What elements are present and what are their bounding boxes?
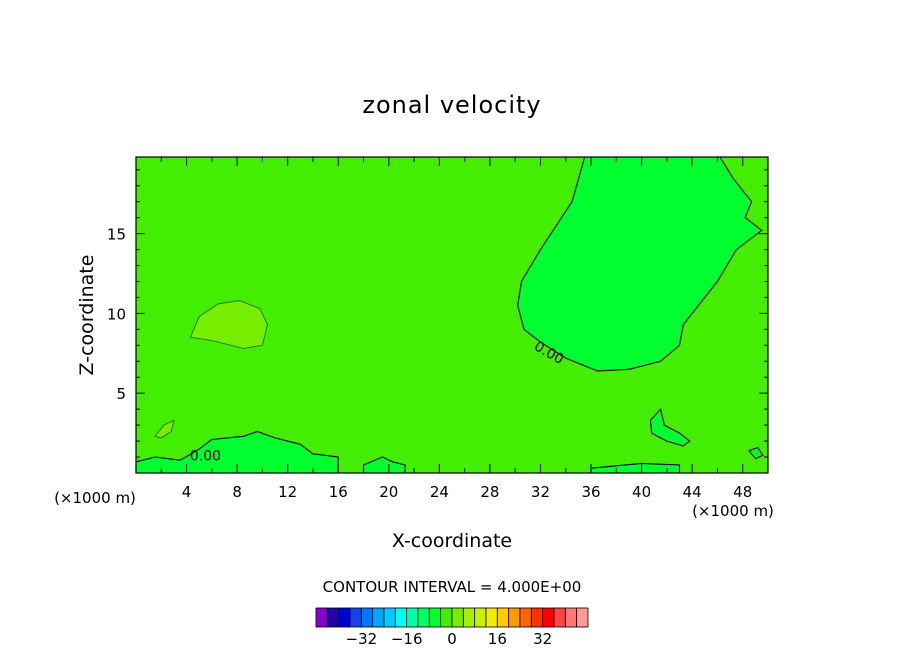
colorbar: −32 −16 0 16 32: [315, 607, 589, 648]
contour-interval-text: CONTOUR INTERVAL = 4.000E+00: [323, 578, 582, 596]
colorbar-tick-label: 16: [488, 630, 507, 648]
colorbar-swatch: [360, 607, 374, 628]
contour-region-positive-small-left: [154, 419, 175, 439]
colorbar-tick-label: −16: [391, 630, 423, 648]
x-tick-label: 32: [531, 483, 550, 501]
colorbar-swatch: [542, 607, 555, 628]
colorbar-swatch: [338, 607, 351, 628]
x-axis-label: X-coordinate: [392, 530, 512, 552]
colorbar-swatch: [576, 607, 589, 628]
contour-region-negative-speck-right: [748, 446, 764, 460]
colorbar-swatch: [451, 607, 464, 628]
colorbar-swatch: [508, 607, 521, 628]
colorbar-swatch: [530, 607, 544, 628]
contour-label: 0.00: [190, 448, 221, 464]
colorbar-swatch: [474, 607, 487, 628]
x-tick-label: 36: [581, 483, 600, 501]
x-tick-label: 12: [278, 483, 297, 501]
y-axis-label: Z-coordinate: [76, 255, 98, 376]
x-tick-label: 8: [232, 483, 242, 501]
colorbar-tick-label: 0: [447, 630, 457, 648]
x-tick-label: 48: [733, 483, 752, 501]
contour-region-negative-island-right: [649, 408, 691, 447]
x-tick-label: 40: [632, 483, 651, 501]
x-unit-note-right: (×1000 m): [692, 502, 774, 520]
colorbar-swatch: [440, 607, 453, 628]
colorbar-tick-label: −32: [346, 630, 378, 648]
colorbar-swatch: [406, 607, 419, 628]
x-tick-label: 20: [379, 483, 398, 501]
colorbar-swatch: [383, 607, 396, 628]
x-tick-label: 44: [683, 483, 702, 501]
colorbar-swatch: [519, 607, 532, 628]
colorbar-tick-label: 32: [533, 630, 552, 648]
colorbar-swatch: [372, 607, 385, 628]
colorbar-swatch: [428, 607, 442, 628]
contour-regions: [135, 156, 764, 474]
x-tick-label: 24: [430, 483, 449, 501]
x-tick-label: 28: [480, 483, 499, 501]
colorbar-swatch: [462, 607, 476, 628]
colorbar-swatch: [564, 607, 578, 628]
plot-frame: [135, 156, 769, 474]
y-tick-label: 15: [107, 226, 126, 244]
colorbar-swatch: [553, 607, 566, 628]
x-tick-label: 16: [329, 483, 348, 501]
chart-title: zonal velocity: [362, 91, 541, 119]
colorbar-swatch: [394, 607, 408, 628]
y-tick-label: 10: [107, 305, 126, 323]
x-tick-label: 4: [182, 483, 192, 501]
contour-region-positive-left-blob: [189, 300, 269, 350]
x-unit-note-left: (×1000 m): [54, 489, 136, 507]
contour-region-negative-upper-right: [517, 156, 763, 372]
colorbar-swatch: [326, 607, 340, 628]
y-tick-label: 5: [116, 385, 126, 403]
colorbar-swatch: [315, 607, 328, 628]
colorbar-swatch: [417, 607, 430, 628]
colorbar-swatch: [349, 607, 362, 628]
colorbar-swatch: [485, 607, 498, 628]
colorbar-swatch: [496, 607, 510, 628]
